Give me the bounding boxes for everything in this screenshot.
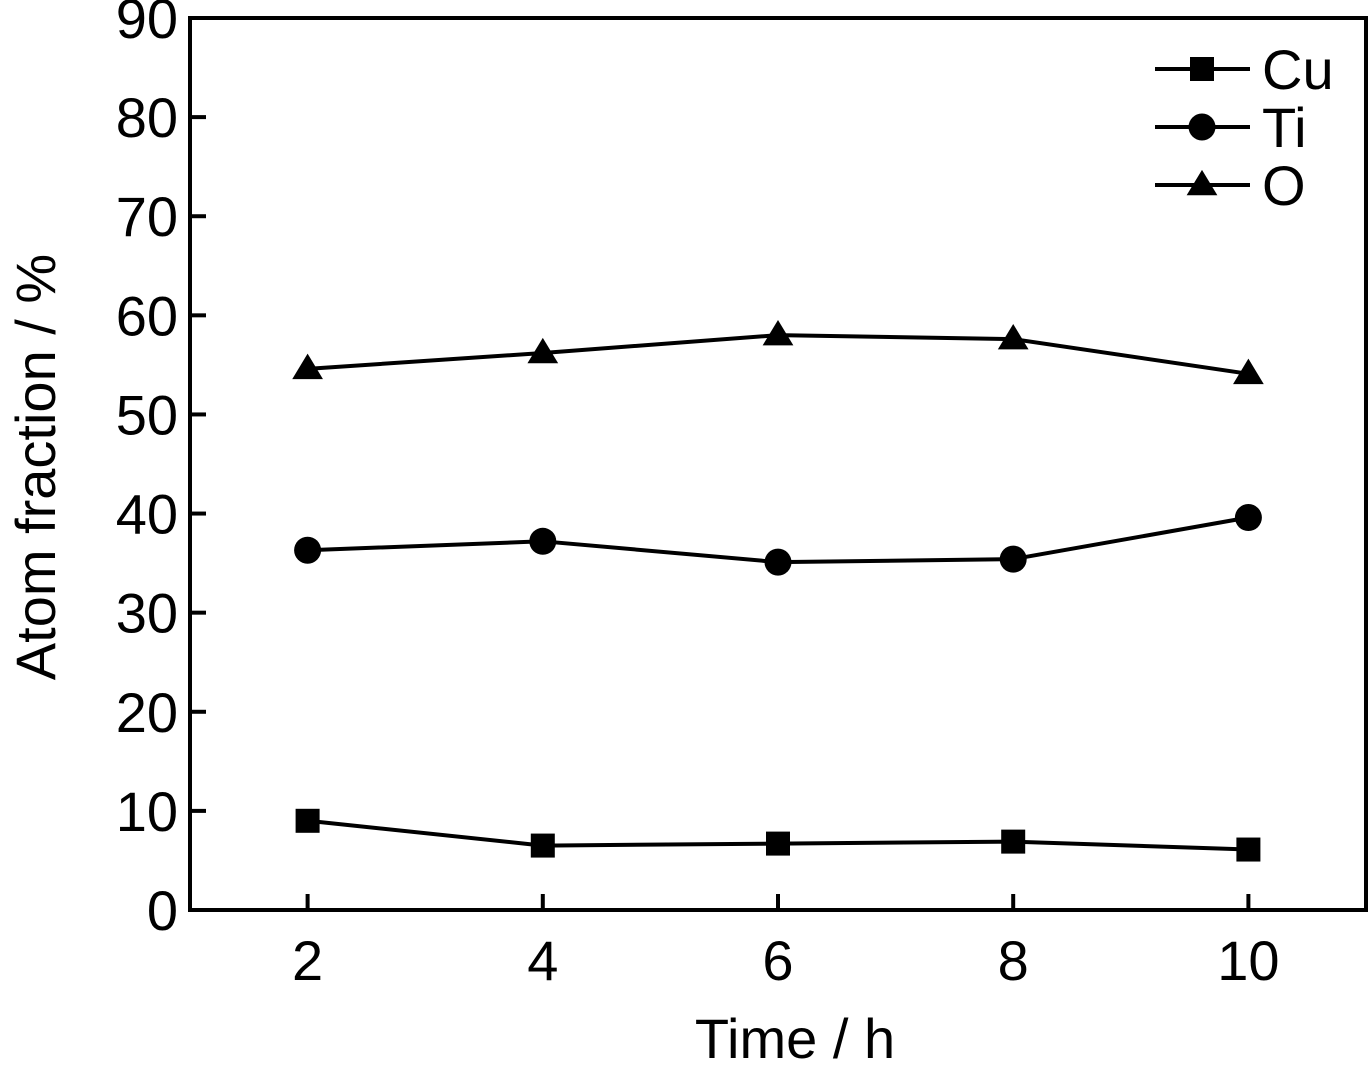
x-tick-label: 8 <box>998 929 1029 992</box>
legend-marker-ti <box>1188 113 1216 141</box>
x-tick-label: 10 <box>1217 929 1279 992</box>
plot-frame-group <box>188 16 1368 912</box>
data-point-ti <box>294 536 322 564</box>
y-tick-label: 20 <box>116 681 178 744</box>
data-point-o <box>1233 358 1264 385</box>
data-series <box>292 319 1264 862</box>
data-point-ti <box>999 545 1027 573</box>
y-tick-label: 90 <box>116 0 178 50</box>
data-point-cu <box>1001 829 1026 854</box>
y-tick-label: 70 <box>116 185 178 248</box>
plot-frame <box>188 16 1368 912</box>
y-axis-ticks: 0 10 20 30 40 50 60 70 80 90 <box>116 0 206 942</box>
data-point-ti <box>764 548 792 576</box>
y-tick-label: 10 <box>116 780 178 843</box>
x-axis-title: Time / h <box>695 1007 895 1061</box>
legend-marker-cu <box>1190 57 1214 81</box>
y-tick-label: 30 <box>116 582 178 645</box>
data-point-cu <box>295 808 320 833</box>
y-axis-title: Atom fraction / % <box>4 254 67 680</box>
data-point-o <box>997 323 1029 350</box>
x-axis-ticks: 2 4 6 8 10 <box>292 894 1280 992</box>
x-tick-label: 2 <box>292 929 323 992</box>
data-point-o <box>527 337 559 364</box>
data-point-o <box>292 353 323 380</box>
y-tick-label: 40 <box>116 483 178 546</box>
x-tick-label: 4 <box>527 929 558 992</box>
data-point-ti <box>1234 504 1262 532</box>
y-tick-label: 80 <box>116 86 178 149</box>
data-point-cu <box>766 831 790 856</box>
data-point-cu <box>530 833 555 858</box>
legend-label-ti: Ti <box>1262 96 1307 159</box>
data-point-ti <box>529 527 557 555</box>
legend-label-o: O <box>1262 154 1306 217</box>
y-tick-label: 0 <box>147 879 178 942</box>
data-point-o <box>762 319 794 346</box>
x-tick-label: 6 <box>762 929 793 992</box>
y-tick-label: 50 <box>116 383 178 446</box>
legend-label-cu: Cu <box>1262 38 1334 101</box>
y-tick-label: 60 <box>116 284 178 347</box>
legend-marker-o <box>1186 169 1218 196</box>
data-point-cu <box>1236 837 1261 862</box>
